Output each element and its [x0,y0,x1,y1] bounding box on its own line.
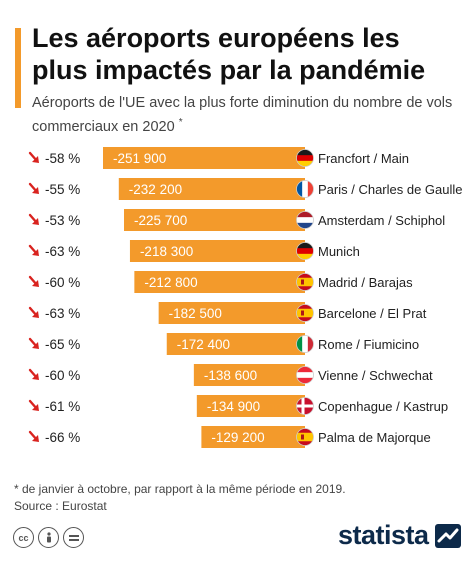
flag-france-icon [296,180,314,198]
bar [166,333,305,355]
bar-row: -60 % -212 800 Madrid / Barajas [28,271,413,293]
down-arrow-icon [28,182,39,194]
percent-change-label: -60 % [45,275,80,290]
airport-name-label: Munich [318,244,360,259]
down-arrow-icon [28,275,39,287]
flag-germany-icon [296,149,314,167]
creative-commons-icon[interactable]: cc [13,527,34,548]
bar-value-label: -129 200 [211,430,264,445]
down-arrow-icon [28,430,39,442]
no-derivatives-icon[interactable] [63,527,84,548]
percent-change-label: -66 % [45,430,80,445]
airport-name-label: Vienne / Schwechat [318,368,433,383]
title-accent-bar [15,28,21,108]
down-arrow-icon [28,368,39,380]
bar [118,178,305,200]
bar [201,426,305,448]
bar-row: -58 % -251 900 Francfort / Main [28,147,409,169]
down-arrow-icon [28,151,39,163]
bar-chart: -58 % -251 900 Francfort / Main -55 % -232 2… [28,147,463,448]
flag-germany-icon [296,242,314,260]
flag-spain-icon [296,304,314,322]
down-arrow-icon [28,306,39,318]
bar-row: -53 % -225 700 Amsterdam / Schiphol [28,209,445,231]
flag-austria-icon [296,366,314,384]
statista-mark-icon [434,523,461,548]
airport-name-label: Francfort / Main [318,151,409,166]
airport-name-label: Madrid / Barajas [318,275,413,290]
airport-name-label: Palma de Majorque [318,430,431,445]
bar [196,395,305,417]
flag-italy-icon [296,335,314,353]
statista-logo[interactable]: statista [338,520,461,551]
percent-change-label: -60 % [45,368,80,383]
bar-row: -66 % -129 200 Palma de Majorque [28,426,431,448]
bar-row: -65 % -172 400 Rome / Fiumicino [28,333,419,355]
attribution-icon[interactable] [38,527,59,548]
airport-name-label: Amsterdam / Schiphol [318,213,445,228]
bar-row: -61 % -134 900 Copenhague / Kastrup [28,395,448,417]
page-subtitle: Aéroports de l'UE avec la plus forte dim… [32,94,462,137]
footnote: * de janvier à octobre, par rapport à la… [14,482,346,496]
subtitle-text: Aéroports de l'UE avec la plus forte dim… [32,95,453,135]
bar-value-label: -218 300 [140,244,193,259]
percent-change-label: -58 % [45,151,80,166]
subtitle-footnote-mark: * [178,117,183,128]
percent-change-label: -63 % [45,244,80,259]
down-arrow-icon [28,337,39,349]
percent-change-label: -65 % [45,337,80,352]
bar [158,302,305,324]
airport-name-label: Paris / Charles de Gaulle [318,182,463,197]
bar-row: -63 % -218 300 Munich [28,240,360,262]
bar [124,209,306,231]
percent-change-label: -61 % [45,399,80,414]
bar-value-label: -232 200 [129,182,182,197]
bar [129,240,305,262]
license-icons: cc [13,527,84,548]
flag-spain-icon [296,428,314,446]
bar-value-label: -225 700 [134,213,187,228]
page-title: Les aéroports européens les plus impacté… [32,23,426,85]
down-arrow-icon [28,399,39,411]
bar-value-label: -212 800 [144,275,197,290]
bar-value-label: -138 600 [204,368,257,383]
source: Source : Eurostat [14,499,107,513]
down-arrow-icon [28,244,39,256]
bar-row: -63 % -182 500 Barcelone / El Prat [28,302,427,324]
bar [103,147,305,169]
bar-value-label: -172 400 [177,337,230,352]
bar-row: -60 % -138 600 Vienne / Schwechat [28,364,433,386]
airport-name-label: Rome / Fiumicino [318,337,419,352]
down-arrow-icon [28,213,39,225]
flag-netherlands-icon [296,211,314,229]
bar-row: -55 % -232 200 Paris / Charles de Gaulle [28,178,463,200]
footnote-block: * de janvier à octobre, par rapport à la… [14,481,454,515]
bar-value-label: -182 500 [169,306,222,321]
flag-spain-icon [296,273,314,291]
percent-change-label: -63 % [45,306,80,321]
brand-name: statista [338,520,429,550]
bar-value-label: -251 900 [113,151,166,166]
percent-change-label: -53 % [45,213,80,228]
percent-change-label: -55 % [45,182,80,197]
flag-denmark-icon [296,397,314,415]
airport-name-label: Copenhague / Kastrup [318,399,448,414]
airport-name-label: Barcelone / El Prat [318,306,427,321]
bar [134,271,305,293]
bar [193,364,305,386]
bar-value-label: -134 900 [207,399,260,414]
